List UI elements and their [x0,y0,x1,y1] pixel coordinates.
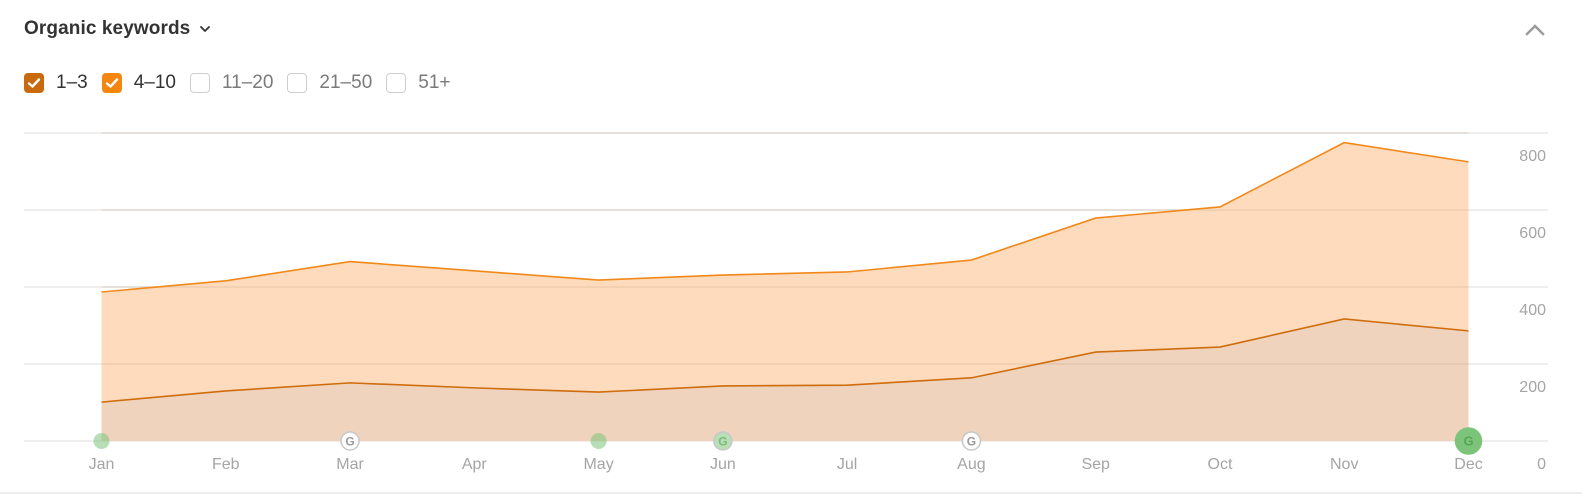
x-axis-label: Apr [462,456,488,473]
event-dot-icon[interactable] [93,433,110,449]
checkbox-checked[interactable] [24,73,44,93]
svg-text:G: G [1463,434,1473,449]
x-axis-label: Oct [1208,456,1233,473]
area-4-10 [101,142,1469,403]
google-update-icon[interactable]: G [340,431,360,451]
filter-label: 4–10 [133,72,176,93]
filter-label: 1–3 [56,72,88,93]
google-update-icon[interactable]: G [1454,427,1483,455]
position-filters: 1–3 4–10 11–20 21–50 51+ [24,72,465,94]
filter-checkbox-11-20[interactable]: 11–20 [189,72,274,94]
filter-checkbox-21-50[interactable]: 21–50 [287,72,372,94]
y-axis-label: 0 [1537,456,1546,473]
checkbox-checked[interactable] [101,73,122,93]
svg-text:G: G [345,435,354,449]
filter-label: 51+ [418,72,451,93]
x-axis-label: Sep [1081,456,1110,473]
x-axis-label: Mar [336,456,364,473]
x-axis-label: Nov [1330,456,1358,473]
google-update-icon[interactable]: G [961,431,982,451]
filter-checkbox-1-3[interactable]: 1–3 [24,72,88,94]
checkbox-unchecked[interactable] [189,73,210,93]
checkbox-unchecked[interactable] [386,73,407,93]
checkmark-icon [105,78,118,88]
area-1-3 [101,318,1469,441]
svg-text:G: G [718,435,727,449]
x-axis-label: May [583,456,613,473]
collapse-button[interactable] [1524,22,1546,42]
widget-header: Organic keywords [24,18,212,40]
x-axis-label: Feb [212,456,240,473]
svg-text:G: G [967,435,976,449]
y-axis-label: 400 [1519,302,1546,319]
event-dot-icon[interactable] [590,433,607,449]
bottom-divider [0,492,1582,494]
x-axis-label: Jul [837,456,857,473]
line-4-10 [101,141,1469,293]
filter-label: 11–20 [221,72,274,93]
line-1-3 [101,318,1469,403]
chevron-up-icon [1525,23,1545,41]
google-update-icon[interactable]: G [713,431,733,451]
x-axis-label: Aug [957,456,985,473]
y-axis-label: 200 [1519,379,1546,396]
checkmark-icon [27,78,41,88]
widget-title[interactable]: Organic keywords [24,18,191,39]
chevron-down-icon[interactable] [198,22,212,36]
checkbox-unchecked[interactable] [287,73,308,93]
y-axis-label: 600 [1519,225,1546,242]
x-axis-label: Jun [710,456,736,473]
filter-label: 21–50 [319,72,373,93]
x-axis-label: Jan [89,456,115,473]
filter-checkbox-51plus[interactable]: 51+ [386,72,451,94]
y-axis-label: 800 [1519,148,1546,165]
x-axis-label: Dec [1454,456,1482,473]
filter-checkbox-4-10[interactable]: 4–10 [101,72,176,94]
